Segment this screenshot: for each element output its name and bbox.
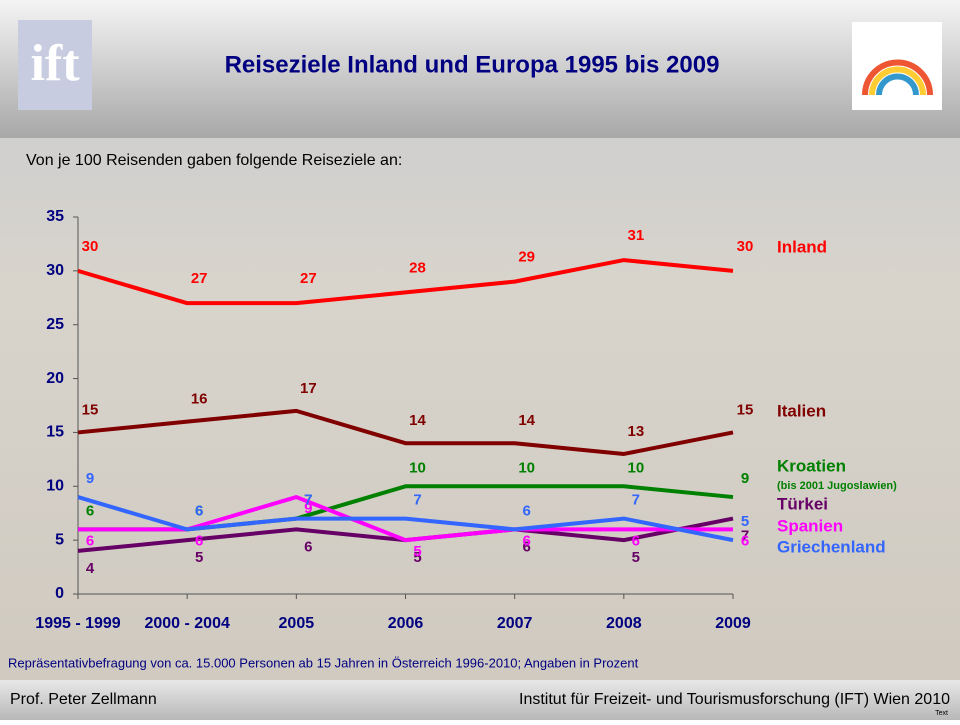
data-label: 9 [86, 470, 94, 487]
data-label: 5 [413, 549, 421, 566]
footer-tag: Text [935, 710, 948, 717]
footer-right: Institut für Freizeit- und Tourismusfors… [519, 691, 950, 708]
series-line [77, 408, 734, 456]
data-label: 6 [195, 502, 203, 519]
logo-text: ift [30, 35, 80, 92]
data-label: 7 [741, 528, 749, 545]
legend-note: (bis 2001 Jugoslawien) [777, 480, 897, 492]
data-label: 10 [409, 459, 426, 476]
data-label: 14 [518, 412, 535, 429]
data-label: 6 [304, 538, 312, 555]
data-label: 7 [304, 492, 312, 509]
data-label: 9 [304, 500, 312, 517]
legend-label: Griechenland [777, 537, 886, 556]
plot: 0 5 10 15 20 25 30 35 1995 - 1999 2000 - 2004 2005… [35, 208, 897, 632]
header-band [0, 0, 960, 138]
legend-label: Inland [777, 237, 827, 256]
chart-title: Reiseziele Inland und Europa 1995 bis 20… [225, 51, 720, 78]
y-tick-label: 35 [46, 208, 64, 225]
x-tick-label: 2005 [279, 615, 315, 632]
x-tick-label: 1995 - 1999 [35, 615, 121, 632]
data-label: 5 [413, 543, 421, 560]
data-label: 27 [191, 270, 208, 287]
legend-label: Spanien [777, 516, 843, 535]
data-label: 6 [86, 502, 94, 519]
data-label: 6 [522, 502, 530, 519]
x-tick-label: 2009 [715, 615, 751, 632]
data-label: 6 [195, 502, 203, 519]
data-label: 16 [191, 391, 208, 408]
data-label: 5 [632, 549, 640, 566]
data-label: 30 [737, 238, 754, 255]
data-label: 13 [627, 423, 644, 440]
subtitle: Von je 100 Reisenden gaben folgende Reis… [26, 152, 402, 169]
y-tick-label: 25 [46, 316, 64, 333]
y-tick-label: 15 [46, 424, 64, 441]
y-tick-label: 30 [46, 262, 64, 279]
logo-arc [876, 73, 919, 96]
data-label: 31 [627, 227, 644, 244]
logo-box [18, 20, 92, 110]
data-label: 10 [518, 459, 535, 476]
x-tick-label: 2000 - 2004 [144, 615, 230, 632]
data-label: 9 [741, 470, 749, 487]
footer-band [0, 680, 960, 720]
data-label: 29 [518, 249, 535, 266]
data-label: 6 [522, 538, 530, 555]
data-label: 17 [300, 380, 317, 397]
data-label: 6 [195, 532, 203, 549]
data-label: 5 [741, 513, 749, 530]
data-label: 28 [409, 259, 426, 276]
data-label: 6 [522, 532, 530, 549]
series-line [77, 495, 734, 543]
data-label: 6 [86, 532, 94, 549]
x-tick-label: 2007 [497, 615, 533, 632]
legend-label: Türkei [777, 494, 828, 513]
data-label: 15 [82, 401, 99, 418]
legend-label: Kroatien [777, 456, 846, 475]
data-label: 27 [300, 270, 317, 287]
data-label: 30 [82, 238, 99, 255]
data-label: 6 [632, 532, 640, 549]
data-label: 15 [737, 401, 754, 418]
partner-logo [852, 22, 942, 110]
footnote: Repräsentativbefragung von ca. 15.000 Pe… [8, 655, 639, 670]
data-label: 6 [741, 532, 749, 549]
series-line [77, 258, 734, 306]
data-label: 4 [86, 560, 95, 577]
x-tick-label: 2006 [388, 615, 424, 632]
y-tick-label: 10 [46, 478, 64, 495]
data-label: 7 [632, 492, 640, 509]
data-label: 5 [195, 549, 203, 566]
y-tick-label: 20 [46, 370, 64, 387]
data-label: 7 [413, 492, 421, 509]
data-label: 14 [409, 412, 426, 429]
x-tick-label: 2008 [606, 615, 642, 632]
logo-arc [862, 59, 933, 96]
y-tick-label: 0 [55, 585, 64, 602]
y-tick-label: 5 [55, 531, 64, 548]
legend-label: Italien [777, 401, 826, 420]
footer-left: Prof. Peter Zellmann [10, 691, 157, 708]
logo-arc [869, 66, 926, 96]
data-label: 10 [627, 459, 644, 476]
